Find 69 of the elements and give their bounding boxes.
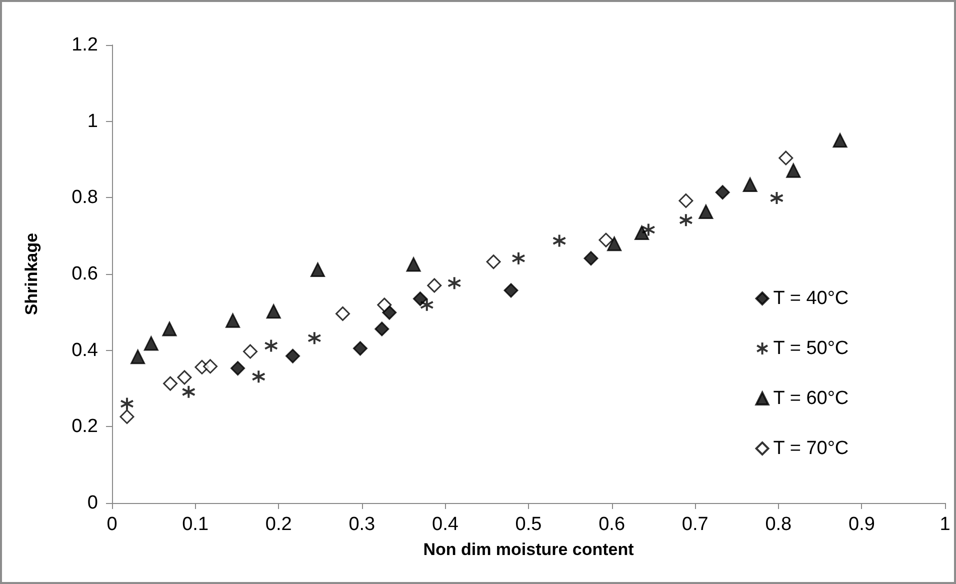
- point: [264, 338, 278, 353]
- x-tick-label: 0.6: [598, 514, 626, 535]
- point: [607, 236, 622, 252]
- x-tick-label: 0.5: [515, 514, 542, 535]
- point: [584, 251, 598, 266]
- point: [226, 313, 240, 328]
- x-tick-label: 0.8: [765, 514, 792, 535]
- x-tick-label: 0.1: [182, 514, 209, 535]
- point: [120, 396, 134, 411]
- point: [374, 322, 390, 336]
- point: [504, 283, 518, 298]
- point: [266, 304, 281, 319]
- point: [486, 254, 501, 270]
- point: [243, 344, 258, 359]
- point: [447, 276, 462, 290]
- point: [163, 376, 178, 391]
- point: [406, 257, 421, 272]
- point: [252, 370, 266, 384]
- legend-label: T = 70°C: [773, 438, 849, 459]
- point: [412, 292, 428, 306]
- x-tick-label: 1: [940, 514, 950, 535]
- y-tick-label: 0.2: [72, 416, 98, 438]
- point: [598, 232, 614, 248]
- point: [335, 306, 350, 321]
- point: [230, 361, 246, 376]
- point: [130, 350, 146, 364]
- y-tick-label: 0.4: [72, 340, 98, 361]
- point: [144, 336, 158, 351]
- point: [203, 359, 218, 374]
- point: [182, 384, 196, 399]
- x-tick-label: 0.4: [432, 514, 459, 535]
- x-tick-label: 0.7: [682, 514, 708, 535]
- point: [778, 150, 794, 166]
- x-tick-label: 0.9: [848, 514, 875, 535]
- x-tick-label: 0.3: [348, 514, 376, 535]
- y-axis-title: Shrinkage: [22, 232, 41, 316]
- legend-label: T = 50°C: [773, 338, 849, 359]
- point: [678, 193, 694, 208]
- point: [552, 234, 566, 248]
- point: [698, 204, 714, 220]
- y-tick-label: 1.2: [72, 34, 98, 56]
- y-tick-label: 0.8: [72, 187, 98, 208]
- point: [678, 213, 693, 228]
- point: [742, 177, 758, 192]
- y-tick-label: 0: [87, 492, 98, 514]
- point: [715, 185, 730, 200]
- point: [770, 191, 784, 206]
- point: [634, 226, 650, 240]
- x-tick-label: 0: [106, 514, 118, 535]
- point: [120, 409, 134, 424]
- legend-label: T = 40°C: [773, 288, 849, 309]
- point: [420, 298, 434, 312]
- point: [162, 322, 177, 336]
- point: [377, 298, 392, 312]
- point: [427, 278, 442, 293]
- y-tick-label: 0.6: [72, 264, 98, 284]
- x-axis-title: Non dim moisture content: [423, 540, 634, 559]
- point: [832, 133, 848, 148]
- point: [352, 341, 368, 356]
- point: [286, 348, 300, 364]
- legend-label: T = 60°C: [773, 388, 849, 409]
- point: [307, 331, 322, 346]
- point: [310, 262, 325, 278]
- point: [786, 163, 801, 178]
- point: [641, 222, 656, 237]
- y-tick-label: 1: [87, 110, 98, 132]
- point: [177, 370, 192, 385]
- x-tick-label: 0.2: [265, 514, 292, 535]
- point: [512, 251, 526, 266]
